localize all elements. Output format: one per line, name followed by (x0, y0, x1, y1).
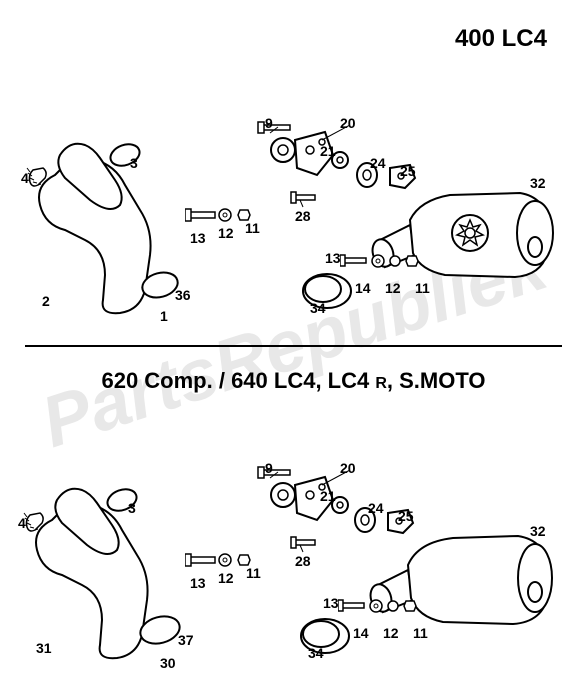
callout-number: 32 (530, 175, 546, 191)
callout-number: 12 (218, 570, 234, 586)
callout-number: 4 (21, 170, 29, 186)
callout-number: 14 (353, 625, 369, 641)
callout-number: 21 (320, 143, 336, 159)
silencer-icon (363, 530, 558, 640)
callout-number: 3 (128, 500, 136, 516)
callout-number: 11 (246, 565, 261, 581)
callout-number: 13 (190, 575, 206, 591)
callout-number: 34 (308, 645, 324, 661)
callout-number: 30 (160, 655, 176, 671)
silencer-icon (365, 185, 560, 295)
diagram-400lc4: 43213613121192021282425321314121134 (0, 55, 587, 335)
callout-number: 13 (323, 595, 339, 611)
callout-number: 28 (295, 208, 311, 224)
callout-number: 34 (310, 300, 326, 316)
callout-number: 20 (340, 115, 356, 131)
callout-number: 12 (383, 625, 399, 641)
title-part-3: , S.MOTO (387, 368, 486, 393)
callout-number: 11 (413, 625, 428, 641)
callout-number: 13 (190, 230, 206, 246)
section-divider (25, 345, 562, 347)
callout-number: 25 (400, 163, 416, 179)
callout-number: 9 (265, 460, 273, 476)
section-title-400lc4: 400 LC4 (455, 25, 547, 53)
callout-number: 11 (415, 280, 430, 296)
header-pipe-icon (25, 130, 195, 325)
callout-number: 13 (325, 250, 341, 266)
title-part-r: R (375, 375, 387, 392)
callout-number: 28 (295, 553, 311, 569)
diagram-620comp: 4 3 31 3037 13 12 11 9 2021 28 24 25 32 13 14 12 11 34 (0, 400, 587, 680)
callout-number: 37 (178, 632, 194, 648)
callout-number: 31 (36, 640, 52, 656)
callout-number: 36 (175, 287, 191, 303)
mount-bracket-icon (255, 120, 355, 215)
callout-number: 1 (160, 308, 168, 324)
callout-number: 20 (340, 460, 356, 476)
callout-number: 12 (385, 280, 401, 296)
callout-number: 2 (42, 293, 50, 309)
callout-number: 9 (265, 115, 273, 131)
lower-fastener-icon (340, 248, 425, 278)
callout-number: 21 (320, 488, 336, 504)
callout-number: 25 (398, 508, 414, 524)
callout-number: 14 (355, 280, 371, 296)
title-part-1: 620 Comp. / 640 LC4, LC4 (101, 368, 375, 393)
callout-number: 32 (530, 523, 546, 539)
callout-number: 24 (370, 155, 386, 171)
callout-number: 24 (368, 500, 384, 516)
lower-fastener-icon (338, 593, 423, 623)
section-title-620comp: 620 Comp. / 640 LC4, LC4 R, S.MOTO (0, 368, 587, 394)
callout-number: 12 (218, 225, 234, 241)
callout-number: 3 (130, 155, 138, 171)
callout-number: 4 (18, 515, 26, 531)
mount-bracket-icon (255, 465, 355, 560)
callout-number: 11 (245, 220, 260, 236)
